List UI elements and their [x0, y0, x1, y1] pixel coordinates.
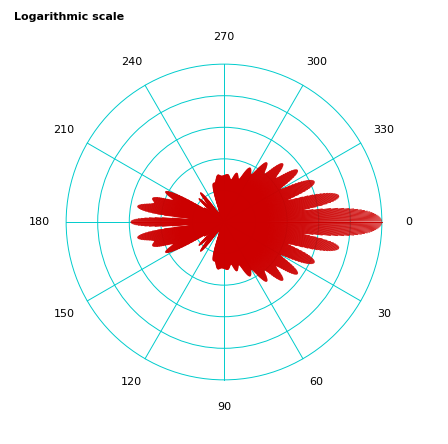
Text: 330: 330 — [374, 125, 394, 135]
Text: 300: 300 — [306, 57, 327, 67]
Text: 120: 120 — [121, 377, 142, 387]
Text: 0: 0 — [405, 217, 412, 227]
Text: 30: 30 — [377, 309, 391, 319]
Text: 150: 150 — [54, 309, 74, 319]
Text: 90: 90 — [217, 402, 231, 412]
Text: 60: 60 — [310, 377, 323, 387]
Text: 240: 240 — [121, 57, 142, 67]
Text: 180: 180 — [29, 217, 50, 227]
Text: 270: 270 — [213, 32, 235, 42]
Text: Logarithmic scale: Logarithmic scale — [14, 12, 124, 22]
Text: 210: 210 — [53, 125, 75, 135]
